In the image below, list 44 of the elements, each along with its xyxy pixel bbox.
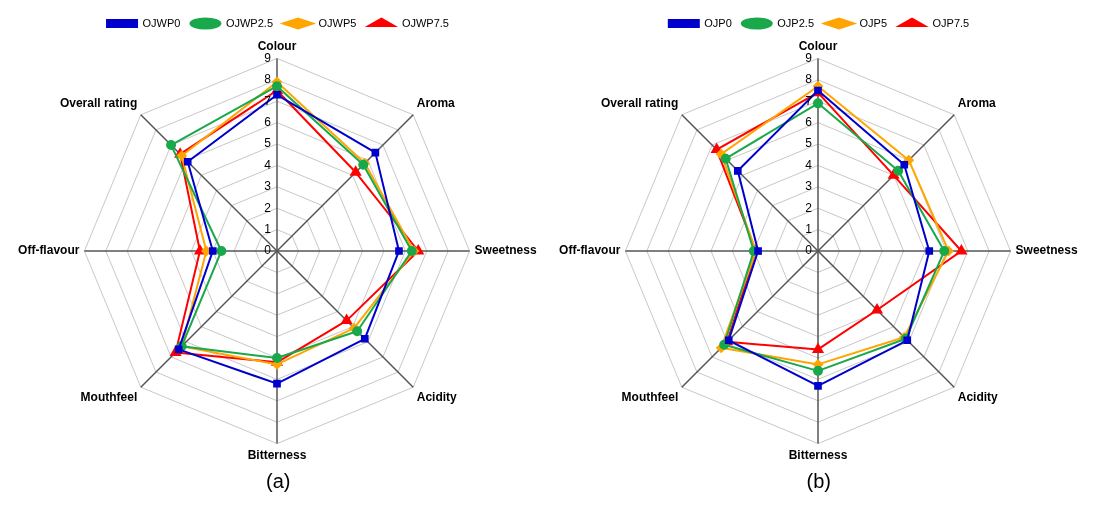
y-tick-label: 8 — [805, 72, 813, 87]
spoke-label: Overall rating — [60, 96, 138, 111]
text: (b) — [806, 470, 831, 493]
y-tick-label: 5 — [805, 136, 813, 151]
text: (a) — [266, 470, 291, 493]
y-tick-label: 8 — [264, 72, 272, 87]
y-tick-label: 9 — [264, 50, 272, 65]
legend-label: OJP0 — [704, 16, 732, 29]
legend-label: OJWP2.5 — [226, 16, 274, 29]
spoke-label: Acidity — [416, 390, 458, 405]
legend-label: OJP7.5 — [932, 16, 969, 29]
y-tick-label: 2 — [264, 200, 272, 215]
legend-label: OJP5 — [859, 16, 887, 29]
spoke-label: Aroma — [416, 96, 456, 111]
spoke-label: Aroma — [957, 96, 996, 111]
spoke-label: Colour — [257, 38, 297, 53]
y-tick-label: 6 — [264, 114, 272, 129]
spoke-label: Bitterness — [788, 448, 848, 463]
y-tick-label: 0 — [805, 243, 813, 258]
legend-label: OJP2.5 — [777, 16, 814, 29]
spoke-label: Sweetness — [1015, 243, 1078, 258]
y-tick-label: 5 — [264, 136, 272, 151]
spoke-label: Bitterness — [247, 448, 307, 463]
y-tick-label: 4 — [805, 157, 813, 172]
spoke-label: Off-flavour — [18, 243, 80, 258]
y-tick-label: 1 — [805, 221, 813, 236]
y-tick-label: 1 — [264, 221, 272, 236]
y-tick-label: 3 — [805, 179, 813, 194]
y-tick-label: 4 — [264, 157, 272, 172]
legend-label: OJWP7.5 — [402, 16, 450, 29]
spoke-label: Off-flavour — [558, 243, 621, 258]
legend-label: OJWP0 — [142, 16, 181, 29]
y-tick-label: 0 — [264, 243, 272, 258]
spoke-label: Mouthfeel — [621, 390, 679, 405]
y-tick-label: 9 — [805, 50, 813, 65]
y-tick-label: 2 — [805, 200, 813, 215]
legend-label: OJWP5 — [318, 16, 357, 29]
spoke-label: Overall rating — [600, 96, 679, 111]
y-tick-label: 3 — [264, 179, 272, 194]
spoke-label: Acidity — [957, 390, 998, 405]
spoke-label: Sweetness — [474, 243, 538, 258]
spoke-label: Colour — [798, 38, 838, 53]
y-tick-label: 6 — [805, 114, 813, 129]
spoke-label: Mouthfeel — [80, 390, 138, 405]
